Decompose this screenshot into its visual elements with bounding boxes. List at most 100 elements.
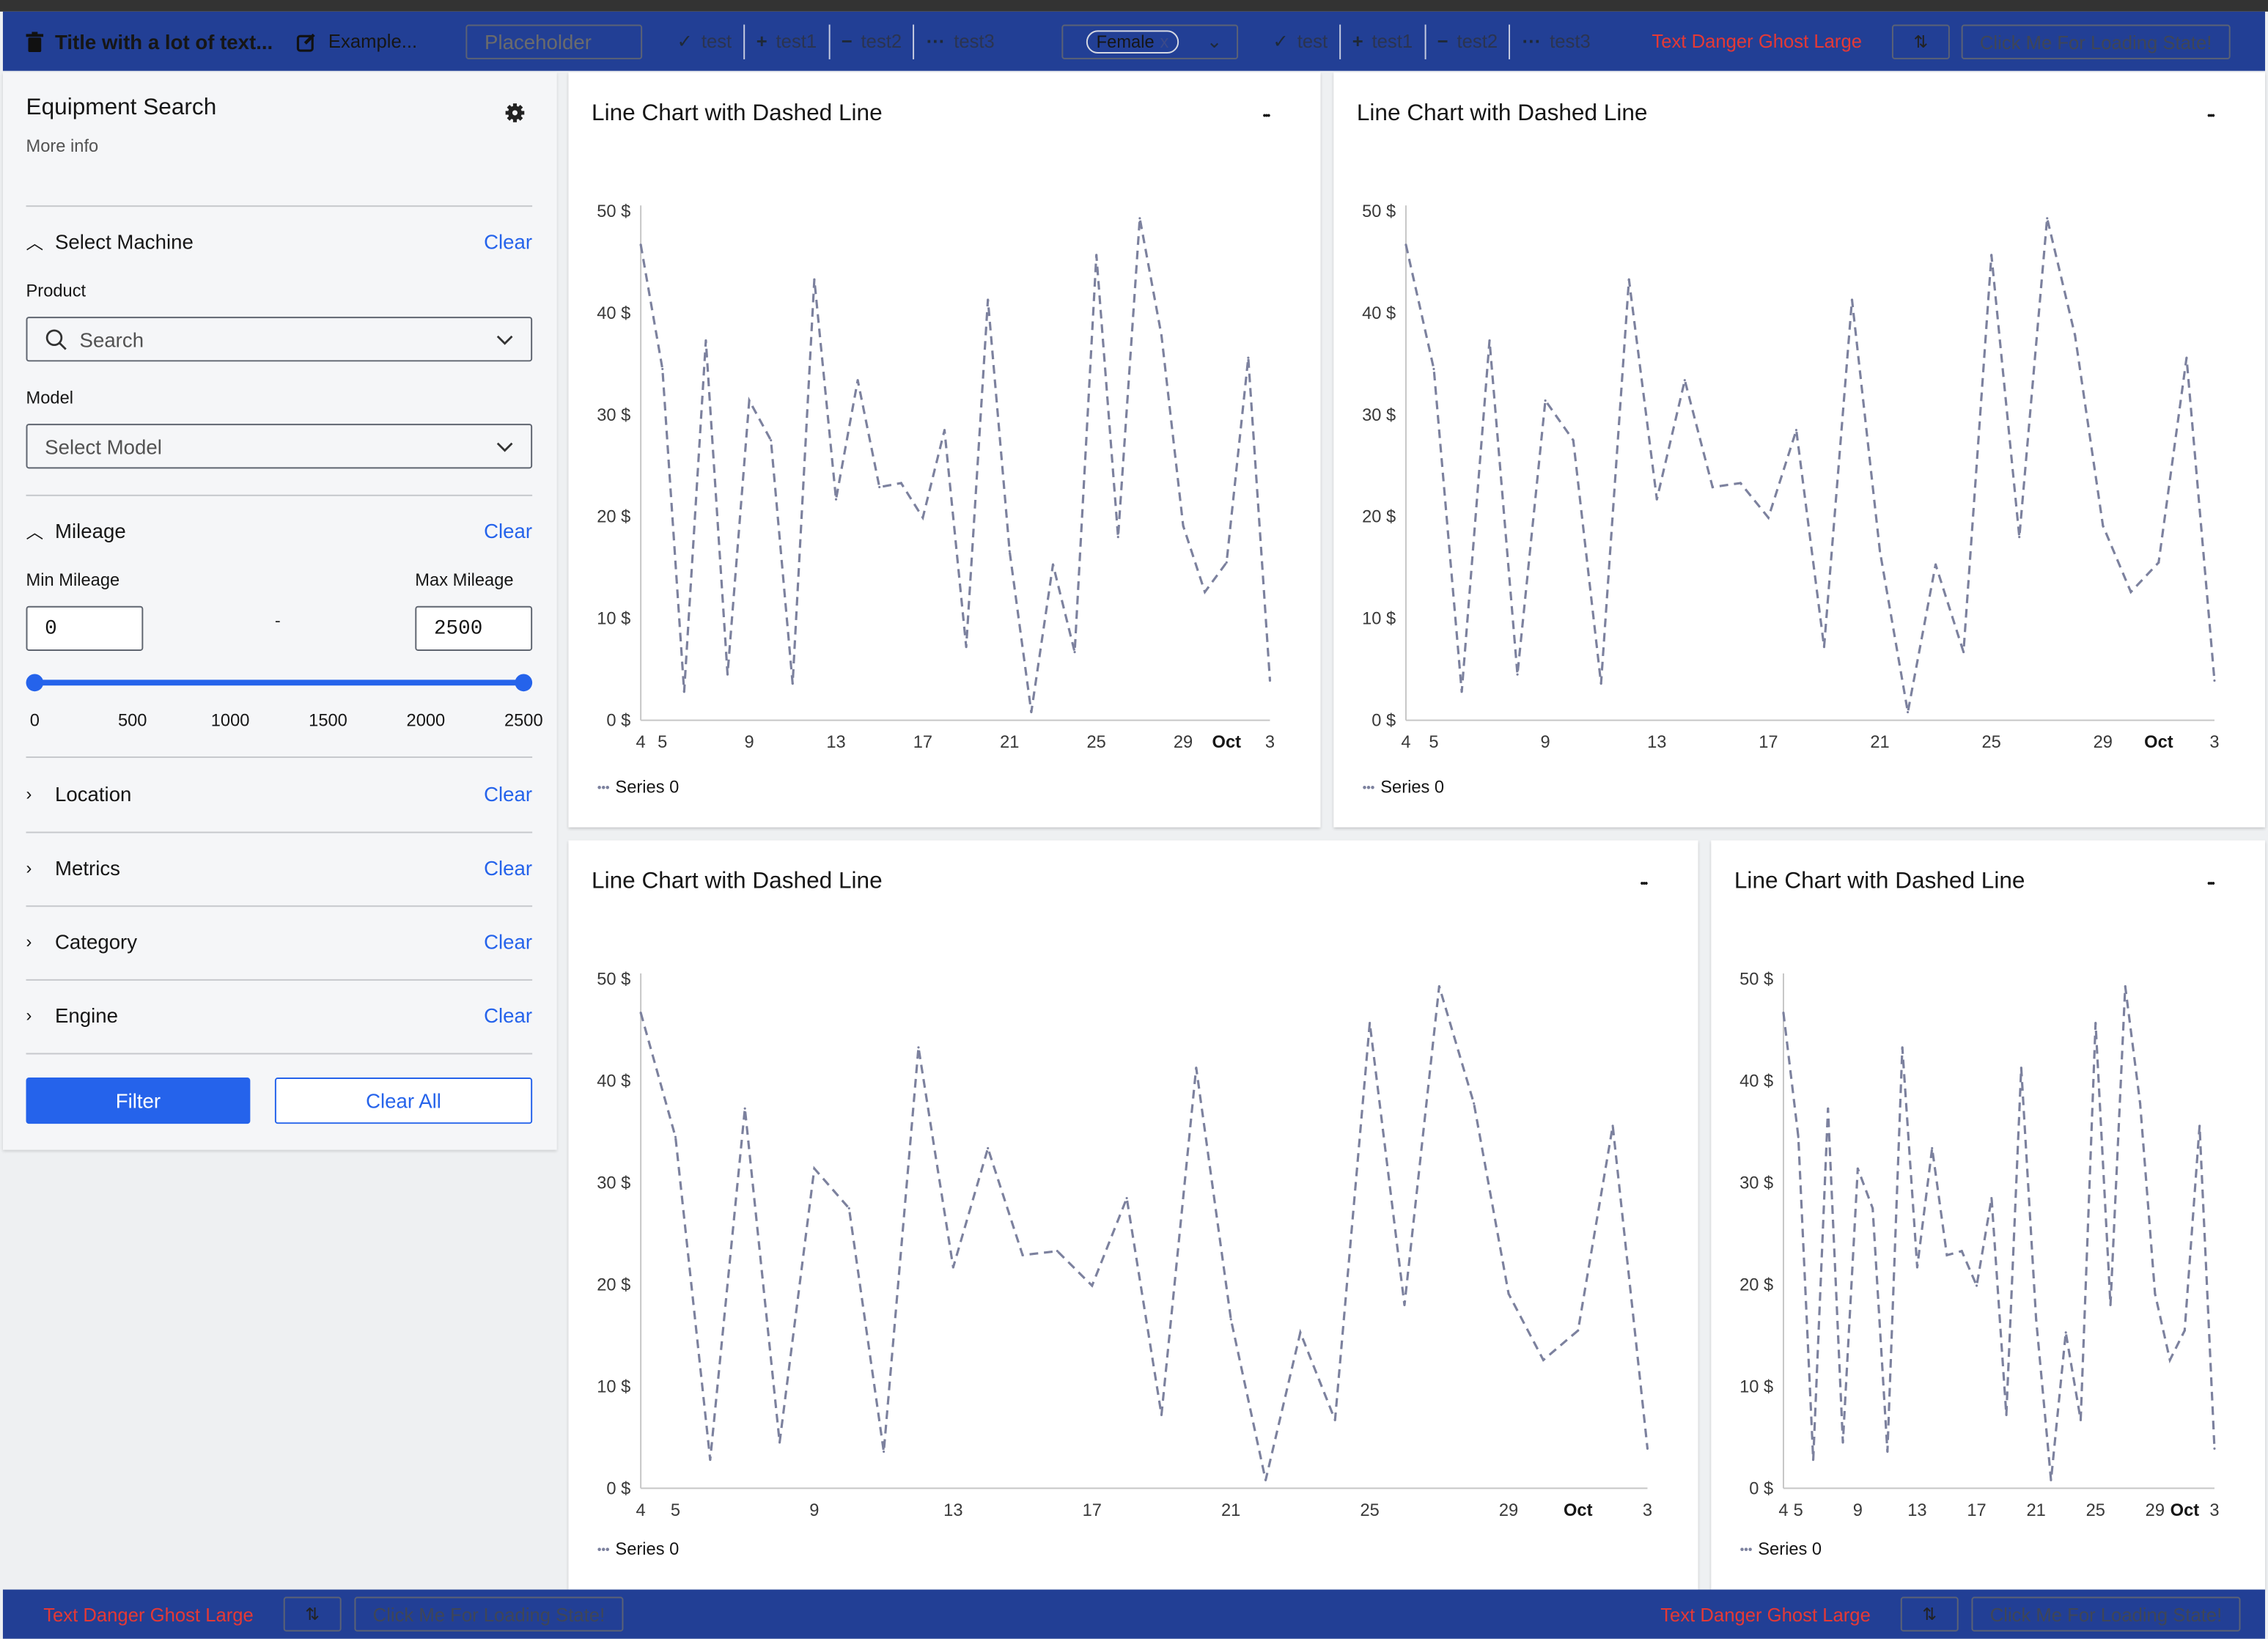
data-point <box>1544 399 1547 402</box>
data-point <box>1990 1196 1993 1200</box>
gear-icon[interactable] <box>505 103 526 123</box>
clear-section-link[interactable]: Clear <box>484 782 533 806</box>
legend-item[interactable]: ••• Series 0 <box>1740 1539 1822 1559</box>
chart-title: Line Chart with Dashed Line <box>1356 101 1648 126</box>
data-point <box>2154 1292 2157 1295</box>
data-point <box>1507 1292 1510 1295</box>
data-point <box>1116 536 1119 539</box>
y-tick-label: 40 $ <box>1739 1072 1773 1091</box>
x-tick-label: 9 <box>745 733 754 752</box>
data-point <box>1599 682 1602 685</box>
y-tick-label: 30 $ <box>1739 1174 1773 1193</box>
data-point <box>1160 334 1163 337</box>
y-tick-label: 0 $ <box>606 712 630 731</box>
sort-lock-button[interactable]: ⇅ <box>283 1596 342 1632</box>
tag-test[interactable]: ✓ test <box>666 24 743 59</box>
tag-test3[interactable]: ··· test3 <box>913 23 1006 59</box>
data-point <box>2198 1124 2201 1127</box>
chevron-down-icon <box>496 441 513 452</box>
data-point <box>1850 298 1854 301</box>
data-point <box>943 429 946 432</box>
tag-test3[interactable]: ··· test3 <box>1509 23 1602 59</box>
legend-item[interactable]: ••• Series 0 <box>1363 777 1444 798</box>
data-point <box>2018 536 2021 539</box>
product-search-combobox[interactable]: Search <box>26 317 533 362</box>
model-placeholder: Select Model <box>45 434 162 458</box>
clear-section-link[interactable]: Clear <box>484 856 533 880</box>
section-engine[interactable]: › Engine Clear <box>26 998 533 1033</box>
legend-item[interactable]: ••• Series 0 <box>597 777 679 798</box>
chip-close-icon[interactable]: x <box>1160 32 1169 53</box>
filter-button[interactable]: Filter <box>26 1078 251 1124</box>
tag-test1[interactable]: + test1 <box>743 23 828 59</box>
trash-icon[interactable] <box>26 31 44 52</box>
tag-label: test2 <box>1457 30 1498 53</box>
overflow-menu-icon[interactable]: ••• <box>1262 111 1271 122</box>
min-mileage-input[interactable]: 0 <box>26 605 144 651</box>
danger-ghost-button[interactable]: Text Danger Ghost Large <box>43 1603 254 1625</box>
max-mileage-input[interactable]: 2500 <box>415 605 533 651</box>
section-location[interactable]: › Location Clear <box>26 777 533 811</box>
y-tick-label: 10 $ <box>597 1377 630 1396</box>
overflow-menu-icon[interactable]: ••• <box>1640 879 1649 890</box>
clear-section-link[interactable]: Clear <box>484 1003 533 1027</box>
mileage-slider-track[interactable] <box>34 679 524 686</box>
data-point <box>2064 1331 2067 1334</box>
data-point <box>1056 1250 1058 1253</box>
tag-label: test2 <box>861 30 902 53</box>
x-tick-label: Oct <box>2171 1501 2200 1520</box>
chart-card-3: Line Chart with Dashed Line ••• 0 $ 10 $ 20 … <box>568 840 1698 1590</box>
data-point <box>2213 1447 2216 1450</box>
example-link[interactable]: Example... <box>296 12 417 71</box>
x-tick-label: 9 <box>1541 733 1550 752</box>
tag-test[interactable]: ✓ test <box>1262 24 1339 59</box>
dots-icon: ··· <box>1522 30 1542 53</box>
danger-ghost-button[interactable]: Text Danger Ghost Large <box>1652 30 1863 53</box>
line-chart: 0 $ 10 $ 20 $ 30 $ 40 $ 50 $ 4 5 9 13 17 21 25 29 Oct 3 <box>597 970 1652 1520</box>
section-label: Location <box>54 782 132 806</box>
chart-card-4: Line Chart with Dashed Line ••• 0 $ 10 $ 20 … <box>1711 840 2266 1590</box>
data-point <box>1473 1102 1476 1105</box>
overflow-menu-icon[interactable]: ••• <box>2207 111 2215 122</box>
data-point <box>2109 1303 2112 1306</box>
clear-select-machine-link[interactable]: Clear <box>484 229 533 254</box>
data-point <box>1073 651 1076 654</box>
clear-all-button[interactable]: Clear All <box>274 1078 533 1124</box>
data-point <box>1960 1250 1963 1253</box>
gender-select[interactable]: Female x ⌄ <box>1061 24 1239 59</box>
tag-test2[interactable]: − test2 <box>1424 23 1509 59</box>
legend-item[interactable]: ••• Series 0 <box>597 1539 679 1559</box>
danger-ghost-button[interactable]: Text Danger Ghost Large <box>1660 1603 1871 1625</box>
tag-test2[interactable]: − test2 <box>828 23 913 59</box>
loading-state-button[interactable]: Click Me For Loading State! <box>1971 1596 2241 1632</box>
tag-test1[interactable]: + test1 <box>1339 23 1424 59</box>
slider-min-handle[interactable] <box>26 674 44 692</box>
chart-card-1: Line Chart with Dashed Line ••• 0 $ 10 $ 20 … <box>568 72 1321 828</box>
y-tick-label: 40 $ <box>597 304 630 323</box>
model-select[interactable]: Select Model <box>26 424 533 469</box>
loading-state-button[interactable]: Click Me For Loading State! <box>1961 24 2231 59</box>
tag-group-1: ✓ test + test1 − test2 ··· test3 <box>666 12 1006 71</box>
section-label: Select Machine <box>54 229 194 254</box>
clear-section-link[interactable]: Clear <box>484 929 533 954</box>
data-point <box>748 399 751 402</box>
sort-lock-button[interactable]: ⇅ <box>1900 1596 1959 1632</box>
sort-lock-icon: ⇅ <box>305 1604 320 1624</box>
y-tick-label: 10 $ <box>1362 610 1396 629</box>
x-tick-label: 9 <box>809 1501 819 1520</box>
data-point <box>1811 1458 1815 1462</box>
overflow-menu-icon[interactable]: ••• <box>2207 879 2215 890</box>
section-category[interactable]: › Category Clear <box>26 924 533 959</box>
header-text-input[interactable]: Placeholder <box>465 24 643 59</box>
data-point <box>1797 1135 1800 1138</box>
loading-state-button[interactable]: Click Me For Loading State! <box>354 1596 624 1632</box>
clear-mileage-link[interactable]: Clear <box>484 519 533 542</box>
section-select-machine[interactable]: ︿ Select Machine Clear <box>26 224 533 259</box>
section-metrics[interactable]: › Metrics Clear <box>26 850 533 885</box>
x-tick-label: 17 <box>913 733 932 752</box>
slider-max-handle[interactable] <box>515 674 533 692</box>
data-point <box>1611 1124 1614 1127</box>
sort-lock-button[interactable]: ⇅ <box>1891 24 1950 59</box>
x-tick-label: 13 <box>943 1501 962 1520</box>
section-mileage[interactable]: ︿ Mileage Clear <box>26 513 533 548</box>
